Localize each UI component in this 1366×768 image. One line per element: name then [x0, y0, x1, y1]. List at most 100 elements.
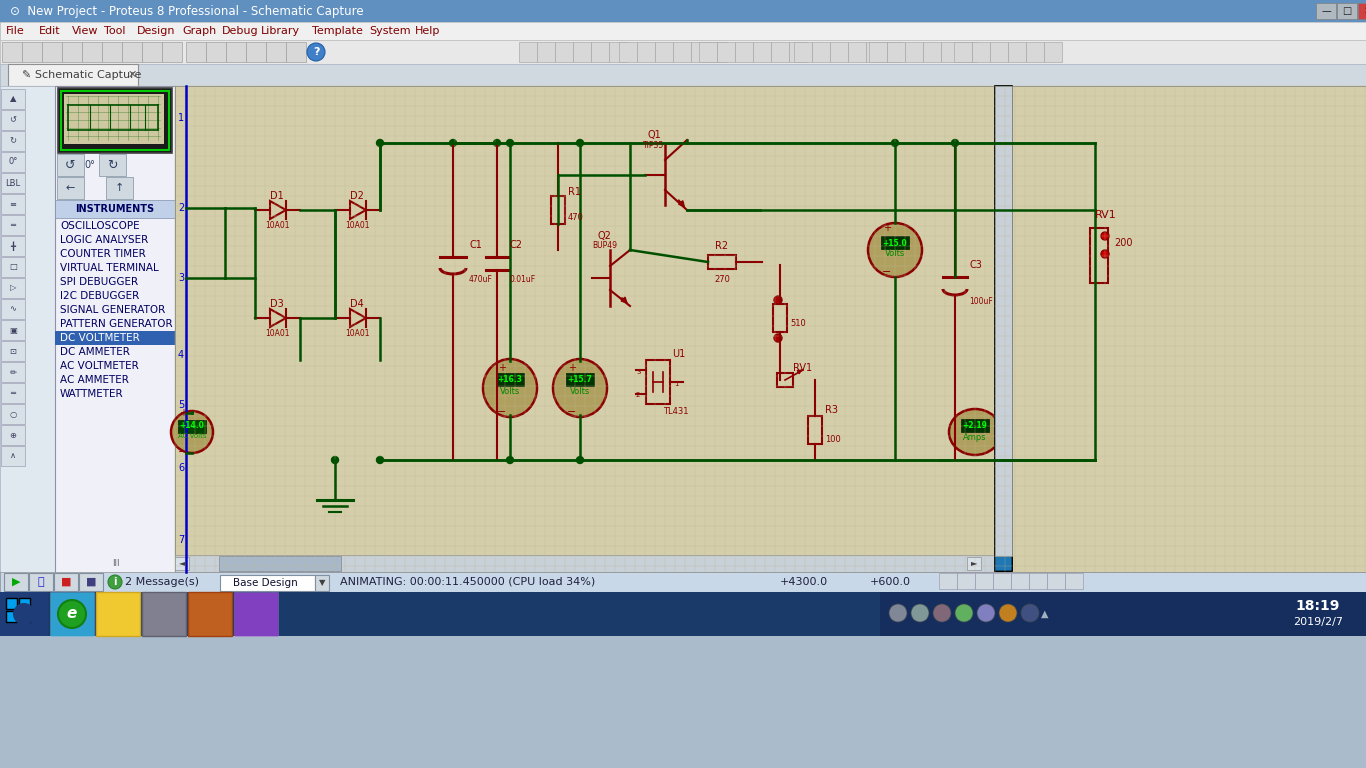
- Text: File: File: [5, 26, 25, 36]
- Text: 1: 1: [178, 113, 184, 123]
- FancyBboxPatch shape: [189, 592, 232, 636]
- Text: −: −: [882, 267, 892, 277]
- FancyBboxPatch shape: [953, 42, 973, 62]
- Circle shape: [1101, 250, 1109, 258]
- Text: Graph: Graph: [183, 26, 217, 36]
- Text: +: +: [499, 363, 505, 373]
- Text: 4: 4: [178, 350, 184, 360]
- Text: R3: R3: [825, 405, 837, 415]
- FancyBboxPatch shape: [0, 0, 1366, 22]
- Text: Debug: Debug: [221, 26, 258, 36]
- FancyBboxPatch shape: [773, 304, 787, 332]
- FancyBboxPatch shape: [1, 215, 25, 235]
- FancyBboxPatch shape: [1, 404, 25, 424]
- FancyBboxPatch shape: [64, 94, 164, 144]
- FancyBboxPatch shape: [880, 592, 1320, 636]
- Text: +: +: [882, 223, 891, 233]
- Text: 270: 270: [714, 276, 729, 284]
- Text: ⊡: ⊡: [10, 346, 16, 356]
- FancyBboxPatch shape: [0, 592, 1366, 636]
- FancyBboxPatch shape: [1, 89, 25, 109]
- Text: ■: ■: [86, 577, 96, 587]
- Text: ✏: ✏: [10, 368, 16, 376]
- FancyBboxPatch shape: [958, 573, 975, 589]
- FancyBboxPatch shape: [55, 573, 78, 591]
- FancyBboxPatch shape: [316, 575, 329, 591]
- FancyBboxPatch shape: [225, 42, 246, 62]
- Text: +15.7: +15.7: [567, 376, 593, 385]
- Text: 0°: 0°: [85, 160, 96, 170]
- Text: 0°: 0°: [8, 157, 18, 167]
- FancyBboxPatch shape: [941, 42, 959, 62]
- FancyBboxPatch shape: [175, 86, 1366, 572]
- Text: ∧: ∧: [10, 452, 16, 461]
- Text: +: +: [179, 408, 187, 418]
- Text: D1: D1: [270, 191, 284, 201]
- FancyBboxPatch shape: [178, 420, 206, 433]
- FancyBboxPatch shape: [519, 42, 537, 62]
- Text: ▣: ▣: [10, 326, 16, 335]
- Text: 2 Message(s): 2 Message(s): [126, 577, 199, 587]
- Text: AC VOLTMETER: AC VOLTMETER: [60, 361, 139, 371]
- Text: e: e: [67, 607, 78, 621]
- FancyBboxPatch shape: [220, 575, 316, 591]
- Text: OSCILLOSCOPE: OSCILLOSCOPE: [60, 221, 139, 231]
- FancyBboxPatch shape: [57, 154, 83, 176]
- Ellipse shape: [949, 409, 1001, 455]
- FancyBboxPatch shape: [1315, 3, 1336, 19]
- FancyBboxPatch shape: [906, 42, 923, 62]
- FancyBboxPatch shape: [735, 42, 753, 62]
- FancyBboxPatch shape: [0, 86, 55, 576]
- FancyBboxPatch shape: [55, 200, 175, 218]
- FancyBboxPatch shape: [175, 557, 189, 570]
- Text: ↑: ↑: [115, 183, 124, 193]
- Text: 100: 100: [825, 435, 840, 445]
- Text: ⊕: ⊕: [10, 431, 16, 439]
- Text: ■: ■: [60, 577, 71, 587]
- Circle shape: [775, 334, 781, 342]
- FancyBboxPatch shape: [1, 152, 25, 172]
- Text: Volts: Volts: [500, 388, 520, 396]
- FancyBboxPatch shape: [1, 173, 25, 193]
- Text: 3: 3: [178, 273, 184, 283]
- Text: ▲: ▲: [10, 94, 16, 104]
- Circle shape: [892, 140, 899, 147]
- FancyBboxPatch shape: [102, 42, 122, 62]
- FancyBboxPatch shape: [55, 86, 175, 576]
- Text: TL431: TL431: [663, 408, 688, 416]
- Circle shape: [1101, 232, 1109, 240]
- Text: 10A01: 10A01: [344, 221, 369, 230]
- Text: Library: Library: [261, 26, 299, 36]
- Text: ←: ←: [66, 183, 75, 193]
- Text: RV1: RV1: [794, 363, 813, 373]
- FancyBboxPatch shape: [82, 42, 102, 62]
- FancyBboxPatch shape: [22, 42, 42, 62]
- FancyBboxPatch shape: [717, 42, 735, 62]
- Text: 2019/2/7: 2019/2/7: [1294, 617, 1343, 627]
- FancyBboxPatch shape: [1046, 573, 1065, 589]
- Text: ↻: ↻: [10, 137, 16, 145]
- FancyBboxPatch shape: [1, 425, 25, 445]
- Circle shape: [332, 456, 339, 464]
- FancyBboxPatch shape: [1, 341, 25, 361]
- Text: ▲: ▲: [1041, 609, 1049, 619]
- FancyBboxPatch shape: [57, 88, 172, 153]
- Text: ↻: ↻: [107, 158, 117, 171]
- Text: 6: 6: [178, 463, 184, 473]
- FancyBboxPatch shape: [8, 64, 138, 86]
- FancyBboxPatch shape: [1, 110, 25, 130]
- Text: III: III: [112, 558, 120, 568]
- FancyBboxPatch shape: [29, 573, 53, 591]
- Ellipse shape: [484, 359, 537, 417]
- Text: ?: ?: [313, 47, 320, 57]
- FancyBboxPatch shape: [1, 257, 25, 277]
- FancyBboxPatch shape: [770, 42, 790, 62]
- FancyBboxPatch shape: [691, 42, 709, 62]
- FancyBboxPatch shape: [1008, 42, 1026, 62]
- FancyBboxPatch shape: [61, 42, 82, 62]
- Text: +: +: [568, 363, 576, 373]
- Text: —: —: [1321, 6, 1330, 16]
- Text: RV1: RV1: [1096, 210, 1117, 220]
- FancyBboxPatch shape: [42, 42, 61, 62]
- Circle shape: [889, 604, 907, 622]
